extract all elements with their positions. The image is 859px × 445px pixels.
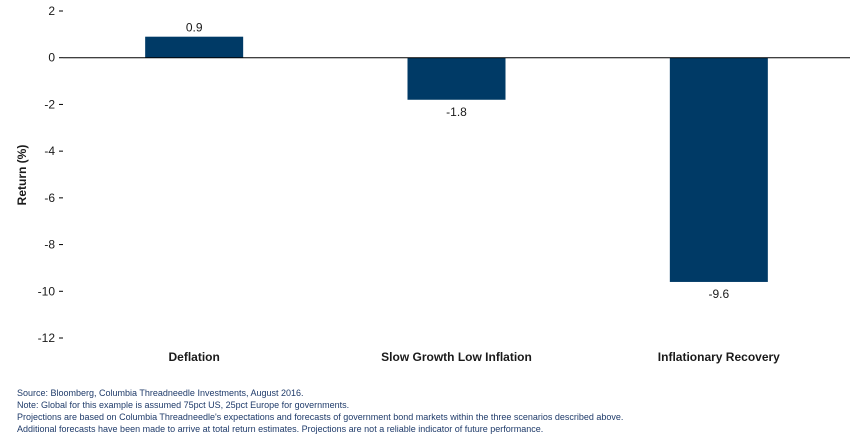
bar-2: [407, 57, 506, 100]
y-tick-label: -10: [38, 284, 56, 298]
data-label-1: 0.9: [186, 21, 203, 35]
category-label-1: Deflation: [168, 350, 219, 364]
y-axis: 2 0 -2 -4 -6 -8 -10 -12: [38, 4, 63, 345]
y-tick-label: -2: [44, 97, 55, 111]
bar-chart: Return (%) 20-2-4-6-8-10-12 0.9-1.8-9.6 …: [15, 4, 850, 364]
bar-3: [669, 57, 768, 282]
projection-note: Projections are based on Columbia Thread…: [17, 412, 624, 422]
composition-note: Note: Global for this example is assumed…: [17, 400, 350, 410]
category-label-2: Slow Growth Low Inflation: [381, 350, 532, 364]
source-note: Source: Bloomberg, Columbia Threadneedle…: [17, 388, 304, 398]
data-label-3: -9.6: [708, 287, 729, 301]
y-axis-label: Return (%): [15, 145, 29, 206]
disclaimer-note: Additional forecasts have been made to a…: [17, 424, 544, 434]
x-axis-labels: Deflation Slow Growth Low Inflation Inflat…: [168, 350, 780, 364]
y-tick-label: -8: [44, 238, 55, 252]
bar-series: 0.9 -1.8 -9.6: [145, 21, 768, 301]
category-label-3: Inflationary Recovery: [658, 350, 780, 364]
y-tick-label: 0: [48, 51, 55, 65]
bar-1: [145, 36, 244, 58]
y-tick-label: -6: [44, 191, 55, 205]
y-tick-label: -4: [44, 144, 55, 158]
data-label-2: -1.8: [446, 105, 467, 119]
footnotes: Source: Bloomberg, Columbia Threadneedle…: [17, 387, 847, 435]
y-tick-label: -12: [38, 331, 56, 345]
y-tick-label: 2: [48, 4, 55, 18]
